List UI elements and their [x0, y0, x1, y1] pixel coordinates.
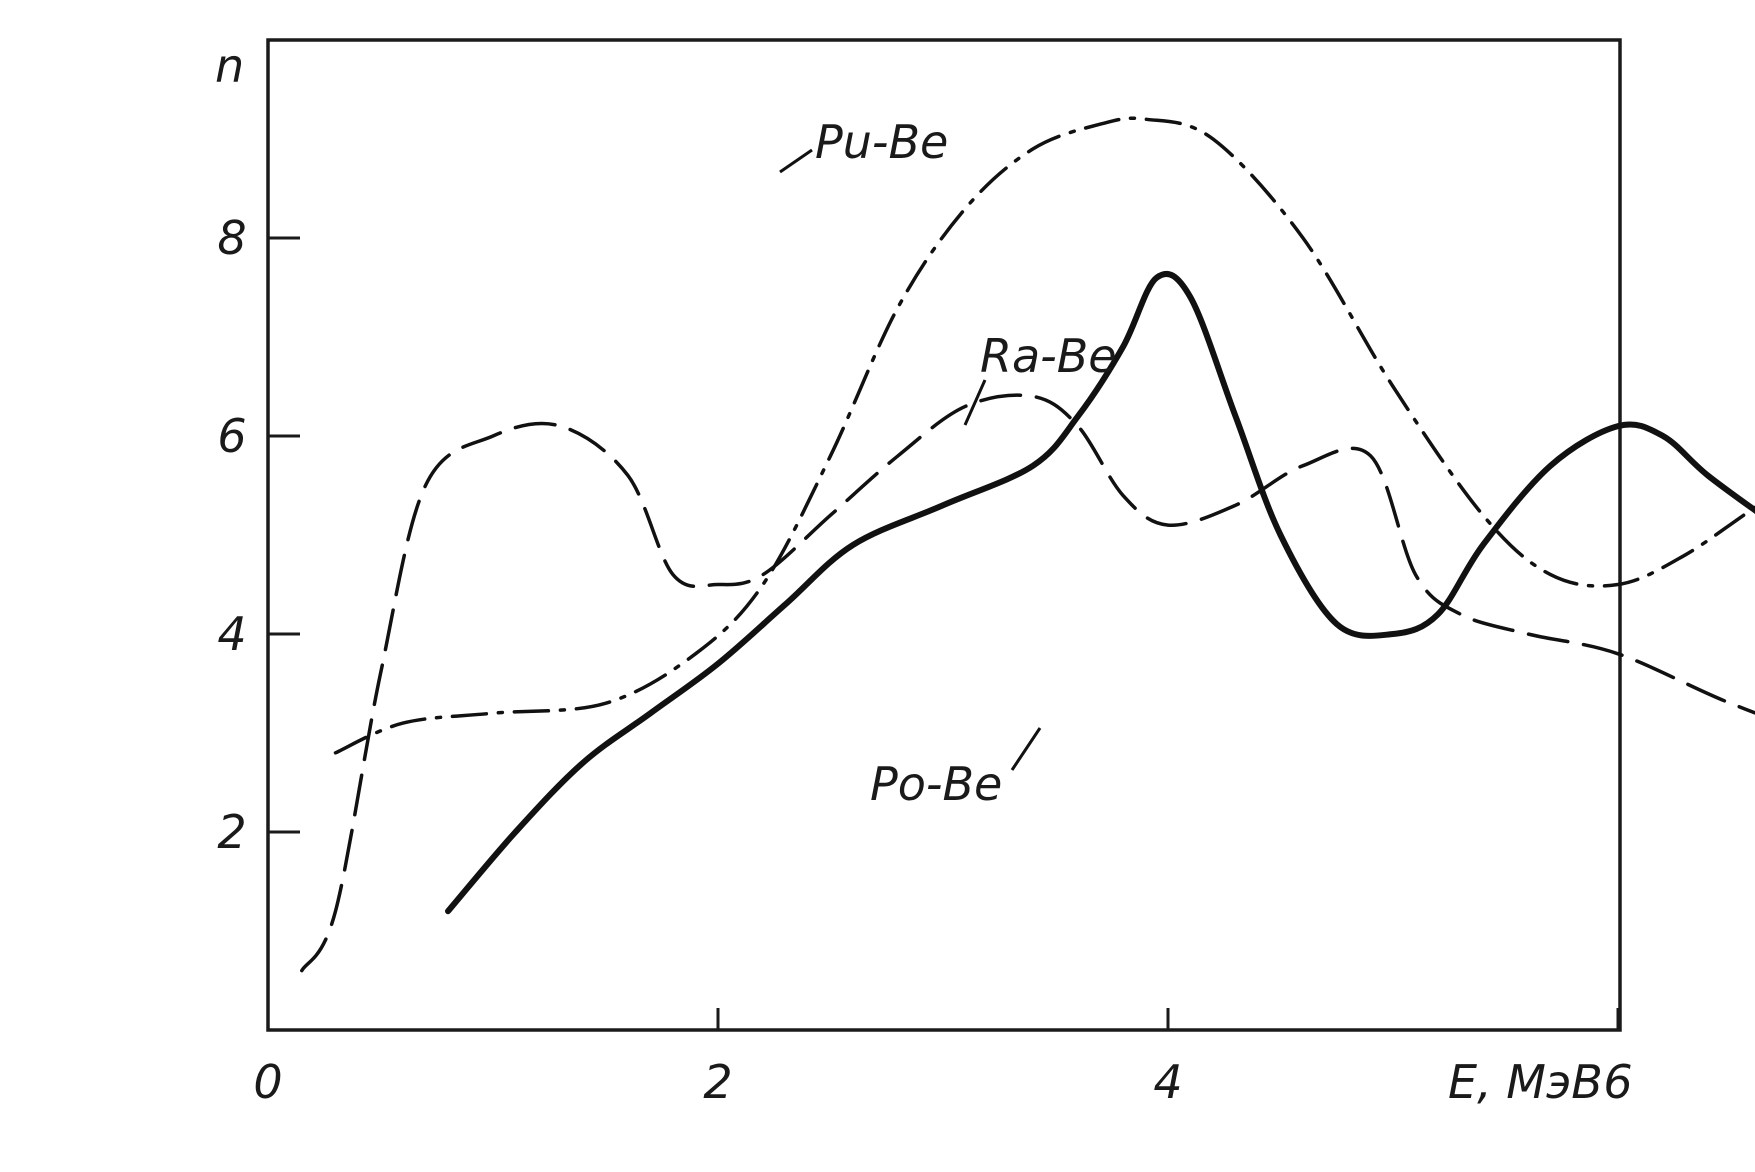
y-tick-label-6: 6 [217, 409, 246, 463]
series-labels: Ra-Be Pu-Be Po-Be [779, 115, 1117, 811]
series-label-pu-be: Pu-Be [815, 115, 948, 169]
x-tick-label-4: 4 [1153, 1055, 1182, 1109]
x-tick-label-6: 6 [1603, 1055, 1632, 1109]
y-tick-label-8: 8 [217, 211, 246, 265]
y-tick-label-4: 4 [217, 607, 246, 661]
series-label-po-be: Po-Be [870, 757, 1002, 811]
series-line-po-be [300, 393, 1755, 973]
x-axis-label: E, МэВ [1448, 1055, 1603, 1109]
series-lines [300, 116, 1755, 973]
x-tick-label-0: 0 [253, 1055, 282, 1109]
series-leader-ra-be [963, 379, 987, 426]
series-leader-po-be [1010, 727, 1042, 771]
series-line-ra-be [445, 270, 1755, 915]
plot-frame [266, 38, 1622, 1032]
y-tick-label-2: 2 [217, 805, 246, 859]
series-leader-pu-be [779, 148, 813, 174]
x-tick-label-2: 2 [703, 1055, 732, 1109]
y-axis-label: n [215, 39, 244, 93]
series-line-pu-be [333, 116, 1755, 755]
axis-ticks [268, 236, 1620, 1030]
series-label-ra-be: Ra-Be [980, 329, 1117, 383]
axis-tick-labels: 02468102468 [217, 211, 1632, 1109]
